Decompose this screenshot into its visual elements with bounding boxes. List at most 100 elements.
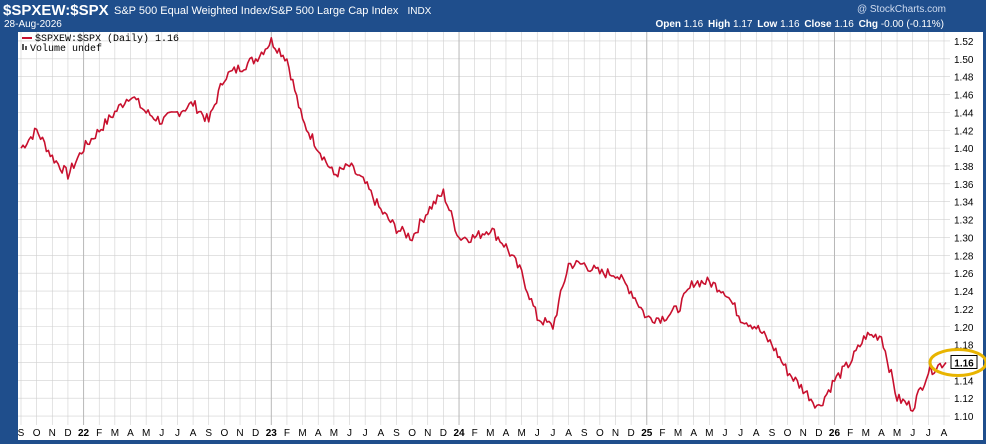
- x-tick-label: D: [64, 428, 71, 439]
- x-tick-label: J: [926, 428, 931, 439]
- volume-bar-icon: [25, 46, 27, 50]
- legend-series-label: $SPXEW:$SPX (Daily) 1.16: [35, 33, 179, 45]
- x-tick-label: A: [753, 428, 760, 439]
- x-tick-label: D: [440, 428, 447, 439]
- last-value-marker: 1.16: [928, 347, 986, 377]
- x-tick-label: O: [408, 428, 416, 439]
- chg-value: -0.00 (-0.11%): [880, 19, 944, 30]
- x-axis-area: [18, 425, 983, 440]
- x-tick-label: O: [784, 428, 792, 439]
- highlight-circle: [928, 347, 986, 377]
- x-tick-label: 23: [266, 428, 278, 439]
- x-tick-label: M: [298, 428, 306, 439]
- index-description: S&P 500 Equal Weighted Index/S&P 500 Lar…: [114, 5, 399, 17]
- x-tick-label: M: [111, 428, 119, 439]
- y-tick-label: 1.30: [954, 233, 974, 244]
- x-tick-label: F: [284, 428, 290, 439]
- y-tick-label: 1.38: [954, 162, 974, 173]
- y-tick-label: 1.18: [954, 341, 974, 352]
- series-layer: [20, 37, 947, 412]
- exchange-label: INDX: [407, 6, 432, 17]
- x-tick-label: J: [535, 428, 540, 439]
- y-tick-label: 1.40: [954, 144, 974, 155]
- x-tick-label: J: [363, 428, 368, 439]
- y-tick-label: 1.32: [954, 216, 974, 227]
- chart-date: 28-Aug-2026: [4, 19, 62, 30]
- low-value: 1.16: [780, 19, 800, 30]
- x-tick-label: O: [596, 428, 604, 439]
- x-tick-label: N: [236, 428, 243, 439]
- y-axis-ticks: 1.10 1.12 1.14 1.16 1.18 1.20 1.22 1.24 1.26 1.28…: [954, 37, 974, 423]
- y-tick-label: 1.14: [954, 376, 974, 387]
- low-label: Low: [757, 19, 778, 30]
- y-tick-label: 1.34: [954, 198, 974, 209]
- x-tick-label: S: [205, 428, 212, 439]
- x-tick-label: J: [347, 428, 352, 439]
- y-tick-label: 1.48: [954, 73, 974, 84]
- chg-label: Chg: [858, 19, 879, 30]
- open-label: Open: [655, 19, 681, 30]
- chart-header: $SPXEW:$SPX S&P 500 Equal Weighted Index…: [0, 0, 986, 32]
- x-tick-label: J: [722, 428, 727, 439]
- volume-bar-icon: [22, 44, 24, 50]
- x-axis-ticks: S O N D 22 F M A M J J A S O N D 23 F M A M J J A S O N D 24 F M A M J J A S…: [18, 428, 948, 439]
- y-tick-label: 1.20: [954, 323, 974, 334]
- y-tick-label: 1.10: [954, 412, 974, 423]
- y-tick-label: 1.42: [954, 126, 974, 137]
- y-tick-label: 1.50: [954, 55, 974, 66]
- last-value-label: 1.16: [954, 358, 974, 369]
- x-tick-label: A: [565, 428, 572, 439]
- x-tick-label: D: [815, 428, 822, 439]
- x-tick-label: 22: [78, 428, 90, 439]
- x-tick-label: J: [910, 428, 915, 439]
- x-tick-label: J: [550, 428, 555, 439]
- grid: [18, 32, 950, 425]
- x-tick-label: A: [377, 428, 384, 439]
- x-tick-label: N: [49, 428, 56, 439]
- legend-volume-label: Volume undef: [30, 43, 102, 55]
- x-tick-label: J: [175, 428, 180, 439]
- x-tick-label: O: [33, 428, 41, 439]
- x-tick-label: A: [503, 428, 510, 439]
- x-tick-label: D: [252, 428, 259, 439]
- x-tick-label: M: [517, 428, 525, 439]
- x-tick-label: A: [690, 428, 697, 439]
- x-tick-label: F: [472, 428, 478, 439]
- legend: $SPXEW:$SPX (Daily) 1.16 Volume undef: [22, 33, 179, 55]
- x-tick-label: 24: [453, 428, 465, 439]
- x-tick-label: A: [190, 428, 197, 439]
- plot-area: [18, 32, 950, 425]
- x-tick-label: A: [315, 428, 322, 439]
- y-tick-label: 1.36: [954, 180, 974, 191]
- y-tick-label: 1.52: [954, 37, 974, 48]
- x-tick-label: S: [581, 428, 588, 439]
- x-tick-label: S: [769, 428, 776, 439]
- x-tick-label: S: [393, 428, 400, 439]
- x-tick-label: N: [612, 428, 619, 439]
- x-tick-label: M: [330, 428, 338, 439]
- quote-bar: Open 1.16 High 1.17 Low 1.16 Close 1.16 …: [655, 19, 946, 30]
- y-tick-label: 1.24: [954, 287, 974, 298]
- x-tick-label: A: [941, 428, 948, 439]
- x-tick-label: D: [628, 428, 635, 439]
- x-tick-label: M: [674, 428, 682, 439]
- x-tick-label: 25: [641, 428, 653, 439]
- x-tick-label: F: [659, 428, 665, 439]
- close-label: Close: [804, 19, 832, 30]
- x-tick-label: N: [800, 428, 807, 439]
- last-value-box: [950, 354, 978, 369]
- y-tick-label: 1.12: [954, 394, 974, 405]
- close-value: 1.16: [834, 19, 854, 30]
- ticker-symbol: $SPXEW:$SPX: [3, 2, 109, 19]
- x-tick-label: A: [878, 428, 885, 439]
- x-tick-label: M: [893, 428, 901, 439]
- x-tick-label: A: [127, 428, 134, 439]
- x-tick-label: F: [96, 428, 102, 439]
- y-tick-label: 1.44: [954, 108, 974, 119]
- x-tick-label: O: [220, 428, 228, 439]
- x-tick-label: M: [862, 428, 870, 439]
- y-tick-label: 1.46: [954, 91, 974, 102]
- x-tick-label: M: [705, 428, 713, 439]
- chart-description: S&P 500 Equal Weighted Index/S&P 500 Lar…: [114, 5, 431, 17]
